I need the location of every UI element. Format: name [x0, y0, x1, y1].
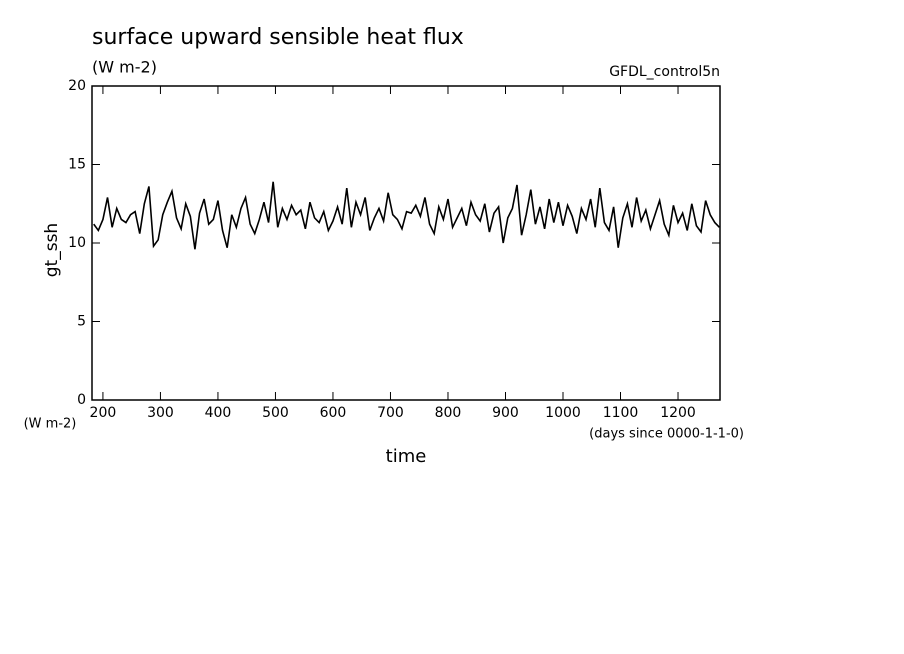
y-tick-label: 20 [68, 78, 86, 94]
y-tick-label: 15 [68, 157, 86, 173]
x-tick-label: 900 [492, 405, 519, 421]
annotation: GFDL_control5n [609, 64, 720, 80]
x-tick-label: 200 [90, 405, 117, 421]
x-tick-label: 1200 [660, 405, 696, 421]
x-tick-label: 800 [435, 405, 462, 421]
x-tick-label: 600 [320, 405, 347, 421]
chart-subtitle: (W m-2) [92, 58, 157, 77]
data-line [93, 181, 720, 250]
y-units: (W m-2) [24, 417, 77, 432]
x-axis-label: time [386, 446, 427, 467]
y-tick-label: 5 [77, 314, 86, 330]
x-units: (days since 0000-1-1-0) [589, 427, 744, 442]
y-tick-label: 0 [77, 392, 86, 408]
plot-frame [91, 85, 721, 401]
y-axis-label: gt_ssh [42, 223, 62, 277]
x-tick-label: 700 [377, 405, 404, 421]
chart-title: surface upward sensible heat flux [92, 25, 464, 50]
y-tick-label: 10 [68, 235, 86, 251]
x-tick-label: 1100 [603, 405, 639, 421]
x-tick-label: 300 [147, 405, 174, 421]
x-tick-label: 500 [262, 405, 289, 421]
x-tick-label: 400 [205, 405, 232, 421]
x-tick-label: 1000 [545, 405, 581, 421]
